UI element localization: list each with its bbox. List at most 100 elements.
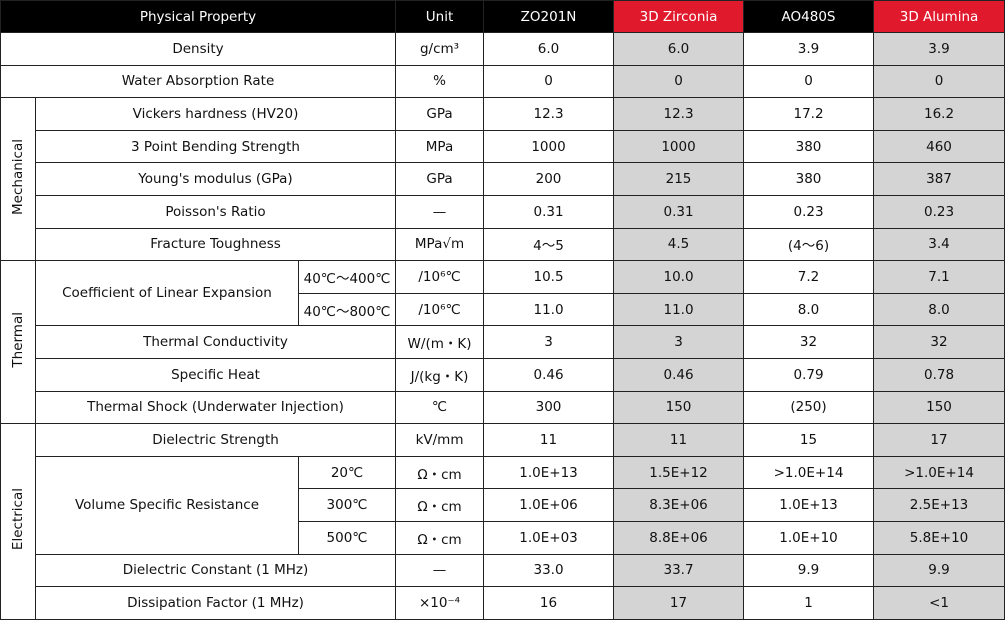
table-row: Fracture Toughness MPa√m 4～5 4.5 (4～6) 3.4 (1, 227, 1006, 262)
group-label: Electrical (10, 488, 26, 551)
value-cell: 17.2 (743, 97, 875, 131)
value-cell: 1.0E+06 (483, 488, 615, 522)
unit-cell: % (395, 64, 485, 99)
table-row: Density g/cm³ 6.0 6.0 3.9 3.9 (0, 32, 1006, 66)
value-cell: 12.3 (483, 97, 615, 131)
value-cell: 10.0 (613, 260, 745, 294)
table-row: Dissipation Factor (1 MHz) ×10⁻⁴ 16 17 1 <1 (1, 586, 1006, 620)
value-cell: 3.4 (873, 227, 1006, 262)
value-cell: 215 (613, 162, 745, 196)
unit-cell: ×10⁻⁴ (395, 586, 485, 620)
value-cell: 8.3E+06 (613, 488, 745, 522)
value-cell: 0.78 (873, 357, 1006, 392)
value-cell: 1000 (483, 129, 615, 164)
group-label: Thermal (10, 312, 26, 368)
unit-cell: GPa (395, 162, 485, 196)
value-cell: 7.1 (873, 260, 1006, 294)
value-cell: (250) (743, 390, 875, 425)
value-cell: 11 (483, 423, 615, 457)
property-cell: Specific Heat (34, 357, 397, 392)
table-row: Dielectric Constant (1 MHz) —33.0 33.7 9.9 9… (1, 553, 1006, 588)
value-cell: 9.9 (743, 553, 875, 588)
header-cell: Unit (395, 0, 485, 33)
value-cell: >1.0E+14 (743, 455, 875, 490)
value-cell: 8.0 (743, 292, 875, 327)
value-cell: 15 (743, 423, 875, 457)
value-cell: 11.0 (483, 292, 615, 327)
value-cell: 150 (873, 390, 1006, 425)
unit-cell: ℃ (395, 390, 485, 425)
unit-cell: — (395, 553, 485, 588)
property-cell: Water Absorption Rate (0, 64, 397, 99)
property-cell: Thermal Conductivity (34, 325, 397, 359)
value-cell: 17 (613, 586, 745, 620)
value-cell: 0 (613, 64, 745, 99)
table-row: Young's modulus (GPa) GPa 200 215 380 387 (1, 162, 1006, 196)
table-row: Thermal Conductivity W/(m・K) 3 3 32 32 (1, 325, 1006, 359)
header-cell: ZO201N (483, 0, 615, 33)
value-cell: 0.31 (613, 194, 745, 229)
value-cell: 10.5 (483, 260, 615, 294)
property-cell: Volume Specific Resistance (35, 455, 299, 555)
value-cell: 0 (483, 64, 615, 99)
property-cell: Poisson's Ratio (34, 194, 397, 229)
table-row: Poisson's Ratio —0.31 0.31 0.23 0.23 (1, 194, 1006, 229)
unit-cell: /10⁶℃ (395, 292, 485, 327)
value-cell: 3 (613, 325, 745, 359)
unit-cell: Ω・cm (395, 488, 485, 522)
value-cell: 8.8E+06 (613, 520, 745, 555)
value-cell: (4～6) (743, 227, 875, 262)
table-row: 3 Point Bending Strength MPa 1000 1000 380 46… (1, 129, 1006, 164)
table-row: Electrical Dielectric Strength kV/mm 11 11 15… (0, 423, 1006, 620)
condition-cell: 500℃ (297, 520, 397, 555)
property-cell: Density (0, 32, 397, 66)
value-cell: 380 (743, 162, 875, 196)
header-cell: AO480S (743, 0, 875, 33)
value-cell: 1.0E+13 (483, 455, 615, 490)
value-cell: 0.46 (483, 357, 615, 392)
value-cell: 11.0 (613, 292, 745, 327)
value-cell: 0 (743, 64, 875, 99)
value-cell: 4.5 (613, 227, 745, 262)
unit-cell: MPa√m (395, 227, 485, 262)
value-cell: 150 (613, 390, 745, 425)
value-cell: 7.2 (743, 260, 875, 294)
unit-cell: Ω・cm (395, 455, 485, 490)
table-row: Physical Property Unit ZO201N 3D Zirconia AO… (0, 0, 1006, 33)
condition-cell: 40℃～800℃ (297, 292, 397, 327)
value-cell: 0.79 (743, 357, 875, 392)
property-cell: Coefficient of Linear Expansion (35, 260, 299, 327)
property-cell: Fracture Toughness (34, 227, 397, 262)
value-cell: 8.0 (873, 292, 1006, 327)
group-cell: Thermal (0, 260, 36, 425)
value-cell: 1.5E+12 (613, 455, 745, 490)
value-cell: <1 (873, 586, 1006, 620)
table-row: 300℃ Ω・cm 1.0E+06 8.3E+06 1.0E+13 2.5E+13 (1, 488, 1006, 522)
table-row: Mechanical Vickers hardness (HV20) GPa 12.3… (0, 97, 1006, 262)
value-cell: 0.46 (613, 357, 745, 392)
value-cell: 32 (743, 325, 875, 359)
group-label: Mechanical (10, 139, 26, 216)
value-cell: 387 (873, 162, 1006, 196)
value-cell: 16.2 (873, 97, 1006, 131)
value-cell: 0.23 (873, 194, 1006, 229)
table-row: Thermal Coefficient of Linear Expansion 40… (0, 260, 1006, 425)
value-cell: 460 (873, 129, 1006, 164)
condition-cell: 40℃～400℃ (297, 260, 397, 294)
value-cell: 6.0 (483, 32, 615, 66)
table-row: Volume Specific Resistance 20℃ Ω・cm 1.0E+13… (1, 455, 1006, 555)
unit-cell: g/cm³ (395, 32, 485, 66)
value-cell: 17 (873, 423, 1006, 457)
value-cell: 380 (743, 129, 875, 164)
property-cell: Young's modulus (GPa) (34, 162, 397, 196)
value-cell: 300 (483, 390, 615, 425)
value-cell: 1.0E+10 (743, 520, 875, 555)
value-cell: 1 (743, 586, 875, 620)
value-cell: 2.5E+13 (873, 488, 1006, 522)
value-cell: 33.0 (483, 553, 615, 588)
value-cell: 3 (483, 325, 615, 359)
unit-cell: J/(kg・K) (395, 357, 485, 392)
value-cell: 0.31 (483, 194, 615, 229)
property-cell: 3 Point Bending Strength (34, 129, 397, 164)
